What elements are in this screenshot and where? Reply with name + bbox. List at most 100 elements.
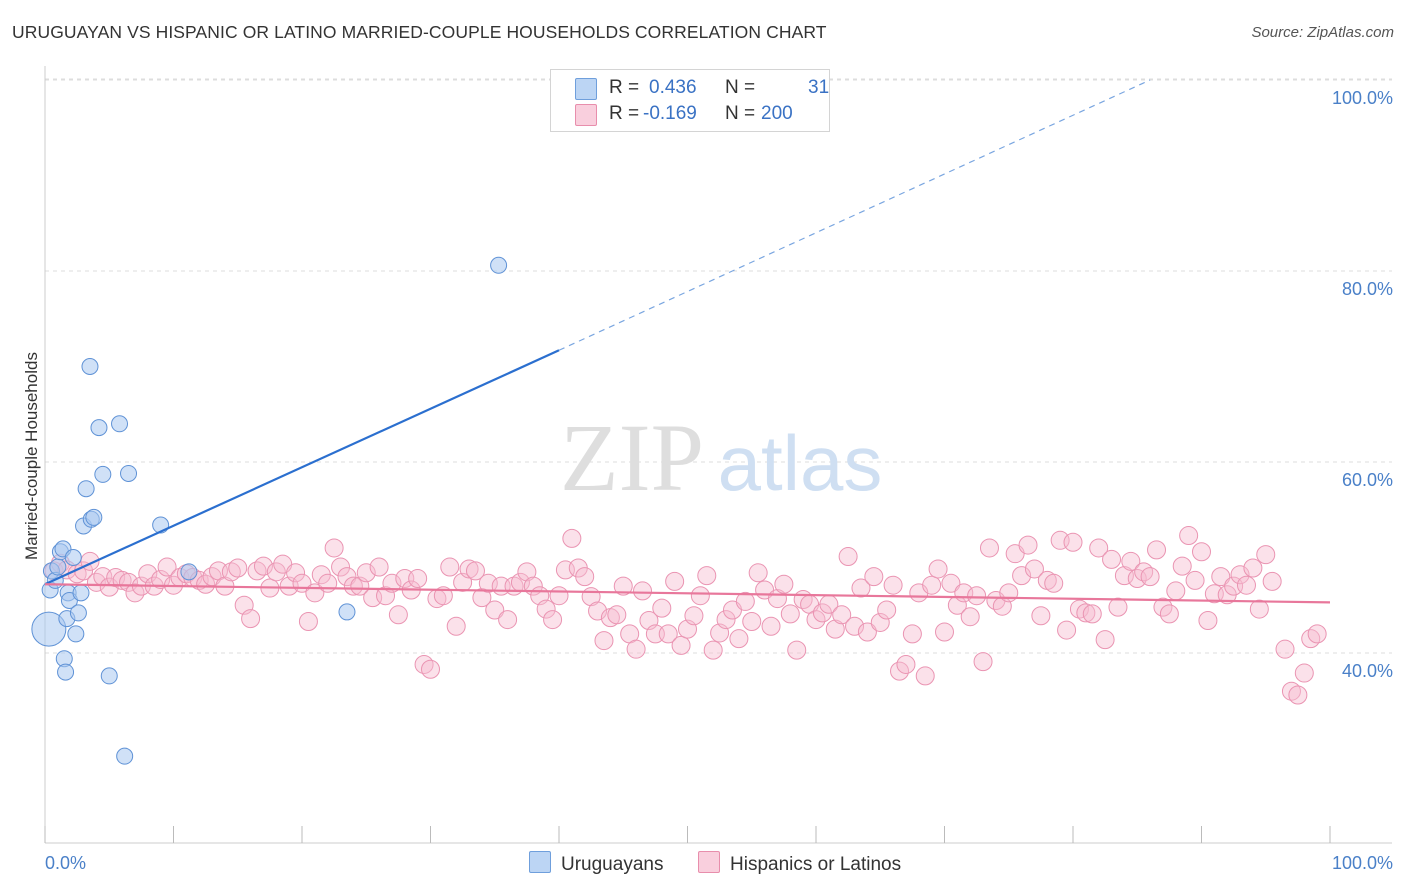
x-tick-label: 0.0% <box>45 853 86 873</box>
uruguayan-point <box>116 747 134 765</box>
hispanic-point <box>324 538 344 558</box>
hispanics-points <box>44 526 1327 705</box>
hispanic-point <box>543 610 563 630</box>
hispanic-point <box>1018 535 1038 555</box>
hispanic-point <box>626 639 646 659</box>
bottom-legend-hispanics: Hispanics or Latinos <box>698 851 901 876</box>
legend-r-value: 0.436 <box>649 77 697 98</box>
legend-swatch-hispanics <box>575 104 597 126</box>
hispanic-point <box>1198 611 1218 631</box>
uruguayan-point <box>77 480 95 498</box>
hispanic-point <box>376 586 396 606</box>
hispanic-point <box>1076 603 1096 623</box>
uruguayan-point <box>31 611 67 647</box>
hispanic-point <box>1140 567 1160 587</box>
uruguayan-point <box>49 558 67 576</box>
uruguayans-trend-line <box>44 349 560 586</box>
y-tick-label: 40.0% <box>1342 661 1393 681</box>
hispanic-point <box>735 591 755 611</box>
hispanic-point <box>1057 620 1077 640</box>
hispanic-point <box>877 600 897 620</box>
hispanic-point <box>1236 575 1256 595</box>
hispanic-point <box>658 624 678 644</box>
hispanic-point <box>973 652 993 672</box>
hispanic-point <box>896 654 916 674</box>
y-tick-label: 80.0% <box>1342 279 1393 299</box>
hispanic-point <box>337 567 357 587</box>
hispanic-point <box>684 606 704 626</box>
y-axis-label: Married-couple Households <box>22 352 41 560</box>
hispanic-point <box>1108 597 1128 617</box>
hispanic-point <box>902 624 922 644</box>
hispanic-point <box>857 622 877 642</box>
hispanic-point <box>498 610 518 630</box>
hispanic-point <box>1031 606 1051 626</box>
hispanic-point <box>915 666 935 686</box>
uruguayan-point <box>94 465 112 483</box>
hispanic-point <box>433 586 453 606</box>
hispanic-point <box>967 586 987 606</box>
legend-n-label: N = <box>725 77 756 98</box>
watermark-atlas: atlas <box>718 419 883 507</box>
trend-lines <box>44 79 1331 604</box>
hispanic-point <box>459 559 479 579</box>
hispanic-point <box>1063 532 1083 552</box>
hispanic-point <box>331 557 351 577</box>
hispanic-point <box>138 564 158 584</box>
hispanic-point <box>716 610 736 630</box>
hispanic-point <box>864 567 884 587</box>
hispanic-point <box>774 574 794 594</box>
hispanic-point <box>1172 556 1192 576</box>
hispanic-point <box>478 573 498 593</box>
hispanic-point <box>851 578 871 598</box>
watermark-zip: ZIP <box>560 404 704 511</box>
x-tick-label: 100.0% <box>1332 853 1393 873</box>
hispanic-point <box>1166 581 1186 601</box>
hispanic-point <box>690 586 710 606</box>
hispanic-point <box>356 563 376 583</box>
hispanic-point <box>1256 545 1276 565</box>
uruguayan-point <box>72 584 90 602</box>
y-tick-label: 100.0% <box>1332 88 1393 108</box>
hispanic-point <box>671 635 691 655</box>
hispanic-point <box>382 573 402 593</box>
hispanic-point <box>1192 542 1211 562</box>
hispanic-point <box>298 611 318 631</box>
hispanic-point <box>575 567 595 587</box>
hispanic-point <box>780 604 800 624</box>
hispanic-point <box>935 622 954 642</box>
bottom-legend-uruguayans: Uruguayans <box>529 851 663 876</box>
hispanic-point <box>922 575 942 595</box>
legend-r-value: -0.169 <box>643 103 697 124</box>
legend-n-label: N = <box>725 103 756 124</box>
hispanic-point <box>883 575 903 595</box>
uruguayan-point <box>100 667 118 685</box>
stats-legend: R = 0.436 N = 31 R = -0.169 N = 200 <box>550 69 830 132</box>
hispanic-point <box>1044 573 1064 593</box>
hispanic-point <box>928 559 948 579</box>
hispanic-point <box>1095 630 1115 650</box>
legend-n-value: 200 <box>761 103 793 124</box>
uruguayan-point <box>111 415 129 433</box>
hispanic-point <box>1211 567 1231 587</box>
hispanic-point <box>633 581 653 601</box>
hispanic-point <box>343 576 363 596</box>
legend-swatch-uruguayans <box>575 78 597 100</box>
hispanic-point <box>1082 604 1102 624</box>
hispanic-point <box>1102 549 1122 569</box>
hispanic-point <box>1179 526 1199 546</box>
uruguayan-point <box>69 604 87 622</box>
hispanic-point <box>941 573 961 593</box>
hispanic-point <box>266 562 286 582</box>
hispanic-point <box>253 556 273 576</box>
hispanic-point <box>960 607 980 627</box>
chart-title: URUGUAYAN VS HISPANIC OR LATINO MARRIED-… <box>12 22 827 42</box>
hispanic-point <box>440 557 460 577</box>
legend-r-label: R = <box>609 103 640 124</box>
hispanic-point <box>742 611 762 631</box>
hispanic-point <box>446 616 466 636</box>
uruguayan-point <box>85 508 103 526</box>
hispanic-point <box>241 609 261 629</box>
hispanic-point <box>838 547 858 567</box>
hispanic-point <box>665 571 685 591</box>
